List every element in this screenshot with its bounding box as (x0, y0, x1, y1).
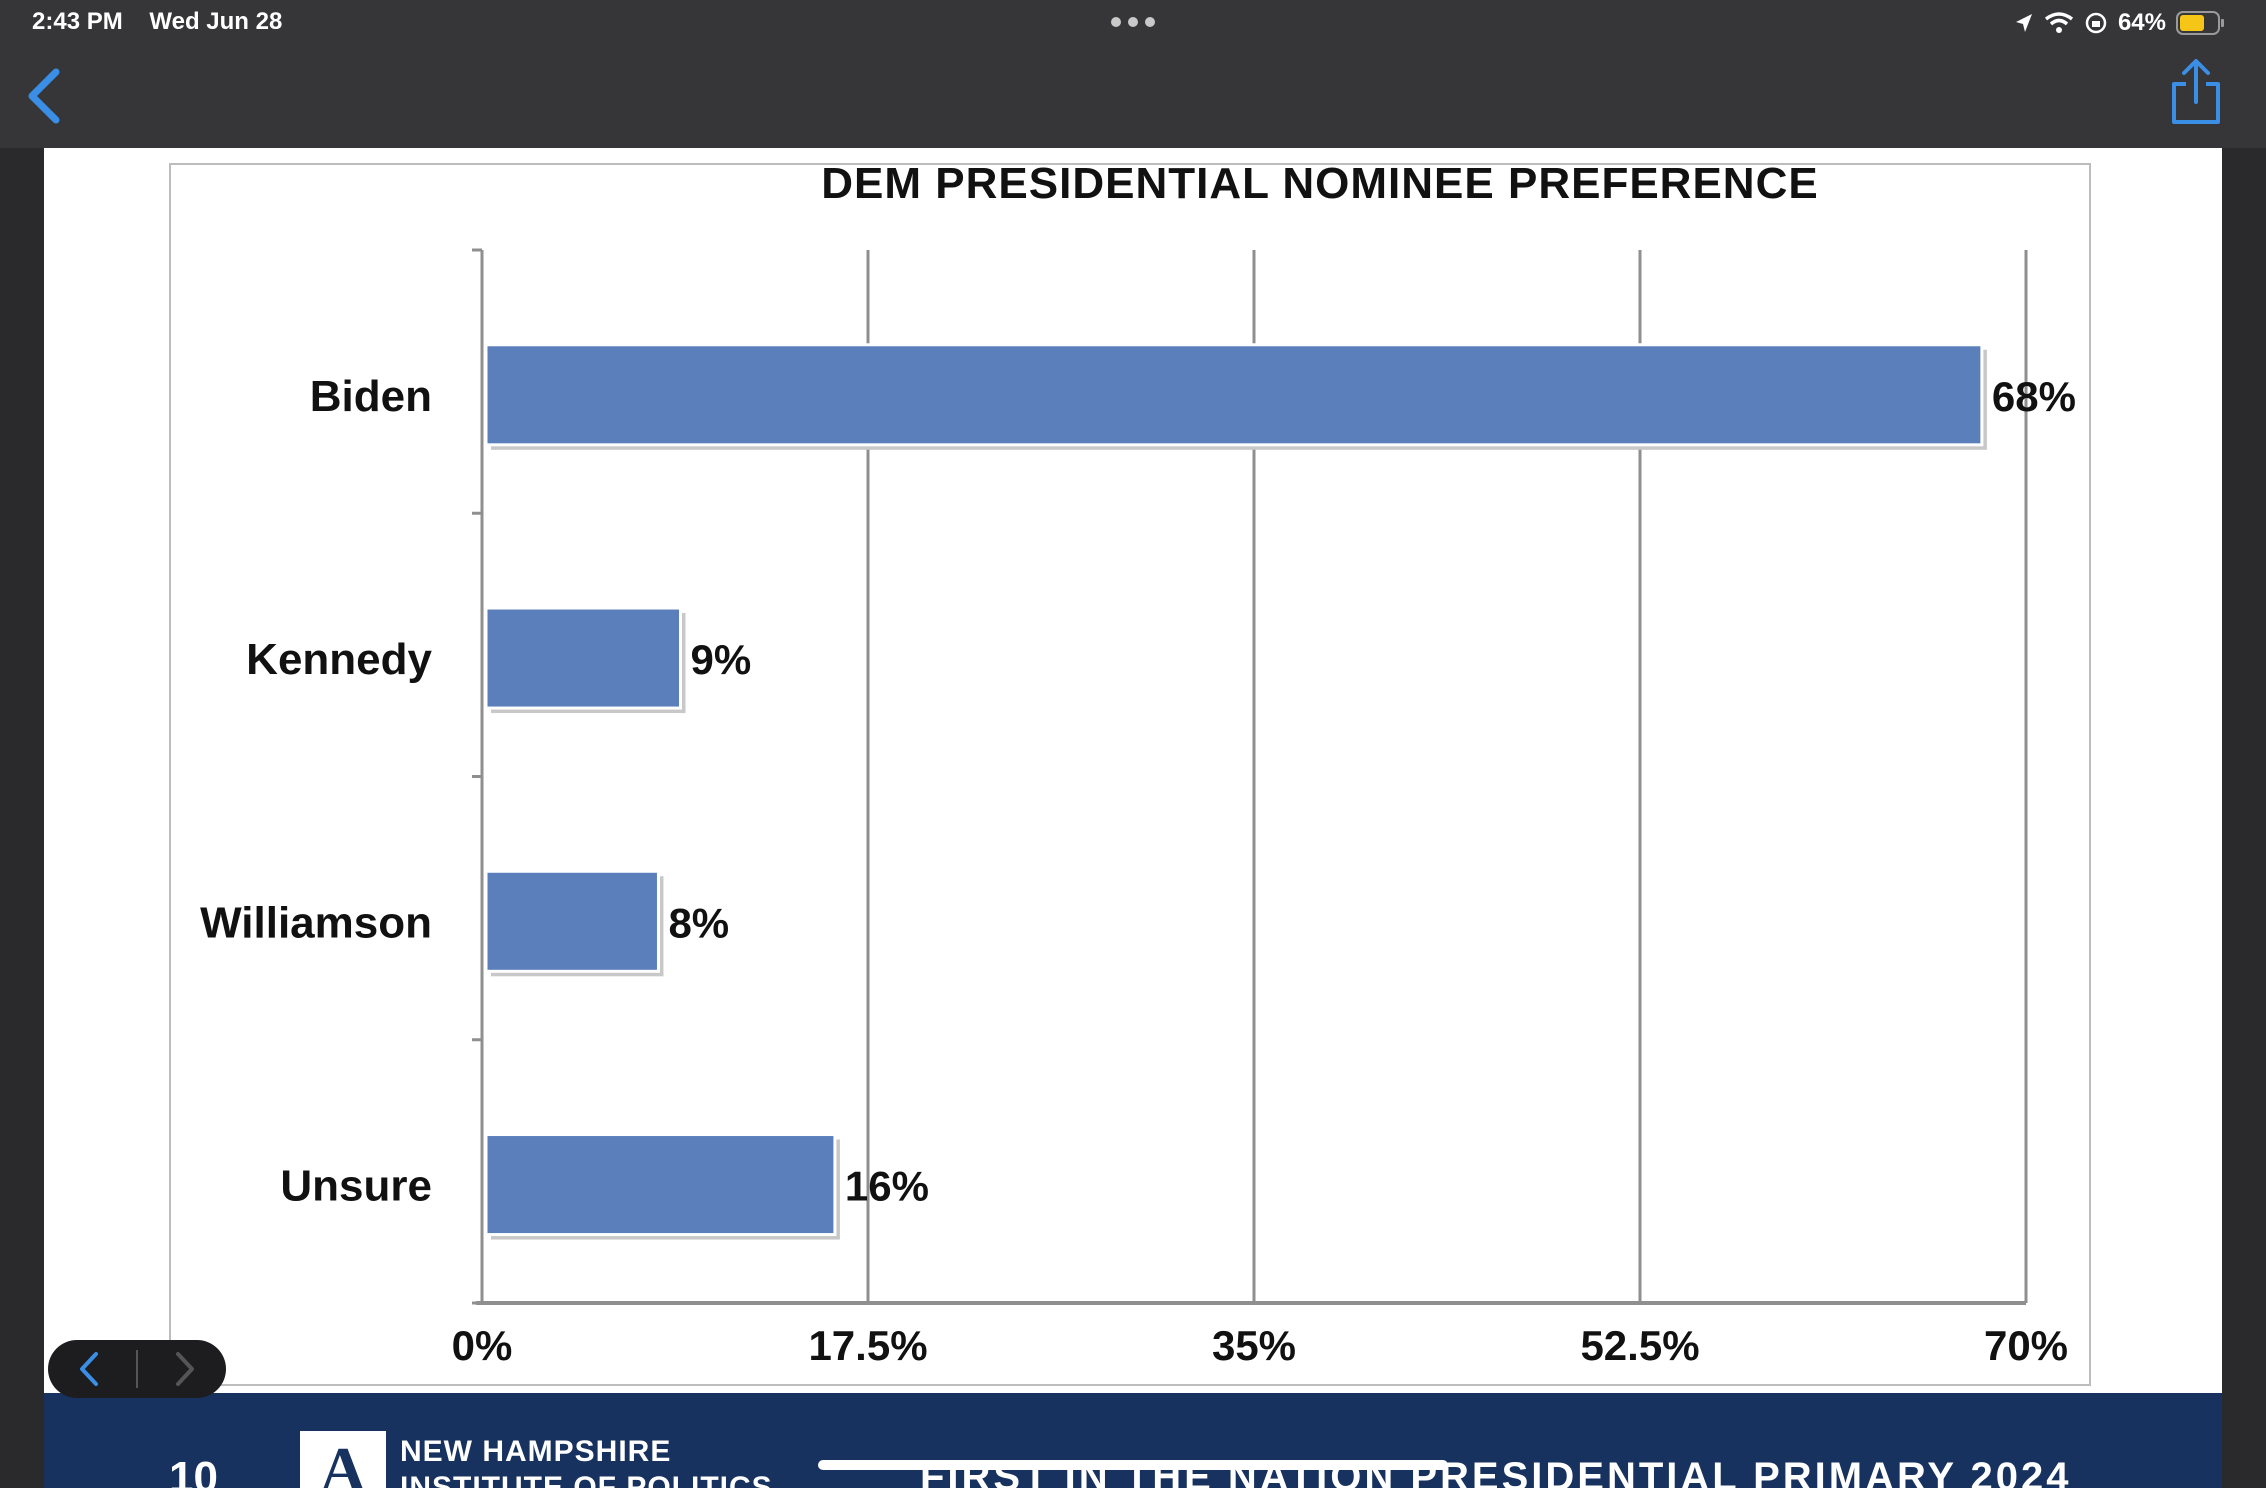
orientation-lock-icon (2085, 12, 2107, 34)
org-name-line1: NEW HAMPSHIRE (400, 1435, 672, 1468)
status-time-text: 2:43 PM (32, 8, 123, 35)
location-arrow-icon (2015, 14, 2032, 32)
x-tick-label: 52.5% (1580, 1322, 1699, 1369)
category-label: Kennedy (246, 635, 432, 684)
wifi-icon (2044, 12, 2074, 33)
bar-kennedy (484, 606, 683, 710)
bars-layer (484, 343, 1987, 1240)
category-label: Williamson (200, 898, 432, 947)
multitasking-dots-icon[interactable] (1108, 12, 1158, 32)
x-tick-label: 70% (1984, 1322, 2068, 1369)
right-margin (2222, 148, 2266, 1488)
slide-footer: 10 A NEW HAMPSHIRE INSTITUTE OF POLITICS… (44, 1393, 2222, 1488)
status-time: 2:43 PM Wed Jun 28 (32, 8, 282, 36)
bar-biden (484, 343, 1984, 447)
x-tick-label: 0% (452, 1322, 513, 1369)
org-name-line2: INSTITUTE OF POLITICS (400, 1471, 773, 1488)
nav-divider (136, 1350, 138, 1388)
battery-percent: 64% (2117, 9, 2166, 36)
bar-chart: DEM PRESIDENTIAL NOMINEE PREFERENCE 0% 17… (169, 159, 2091, 1386)
chart-title: DEM PRESIDENTIAL NOMINEE PREFERENCE (821, 159, 1818, 208)
status-date-text: Wed Jun 28 (149, 8, 283, 35)
bar-williamson (484, 869, 660, 973)
slide: DEM PRESIDENTIAL NOMINEE PREFERENCE 0% 17… (44, 148, 2222, 1488)
category-label: Biden (310, 372, 432, 421)
status-indicators: 64% (2014, 6, 2226, 40)
data-label: 8% (668, 899, 729, 946)
share-icon[interactable] (2168, 58, 2224, 128)
left-margin (0, 148, 44, 1488)
battery-icon (2176, 11, 2224, 35)
x-tick-label: 35% (1212, 1322, 1296, 1369)
category-label: Unsure (280, 1162, 432, 1211)
top-toolbar: 2:43 PM Wed Jun 28 64% (0, 0, 2266, 148)
slide-nav-pill (48, 1340, 226, 1398)
back-chevron-icon[interactable] (22, 66, 66, 126)
home-indicator[interactable] (818, 1460, 1448, 1470)
nhiop-logo: A (300, 1431, 386, 1488)
next-slide-icon[interactable] (154, 1346, 214, 1392)
page-number: 10 (169, 1453, 218, 1488)
bar-unsure (484, 1133, 837, 1237)
x-tick-label: 17.5% (808, 1322, 927, 1369)
data-label: 16% (845, 1163, 929, 1210)
data-label: 9% (691, 636, 752, 683)
previous-slide-icon[interactable] (62, 1346, 122, 1392)
data-label: 68% (1992, 373, 2076, 420)
chart-border (169, 163, 2091, 1386)
labels-layer: 0% 17.5% 35% 52.5% 70% Biden 68% Kennedy 9% Willi… (200, 372, 2076, 1369)
